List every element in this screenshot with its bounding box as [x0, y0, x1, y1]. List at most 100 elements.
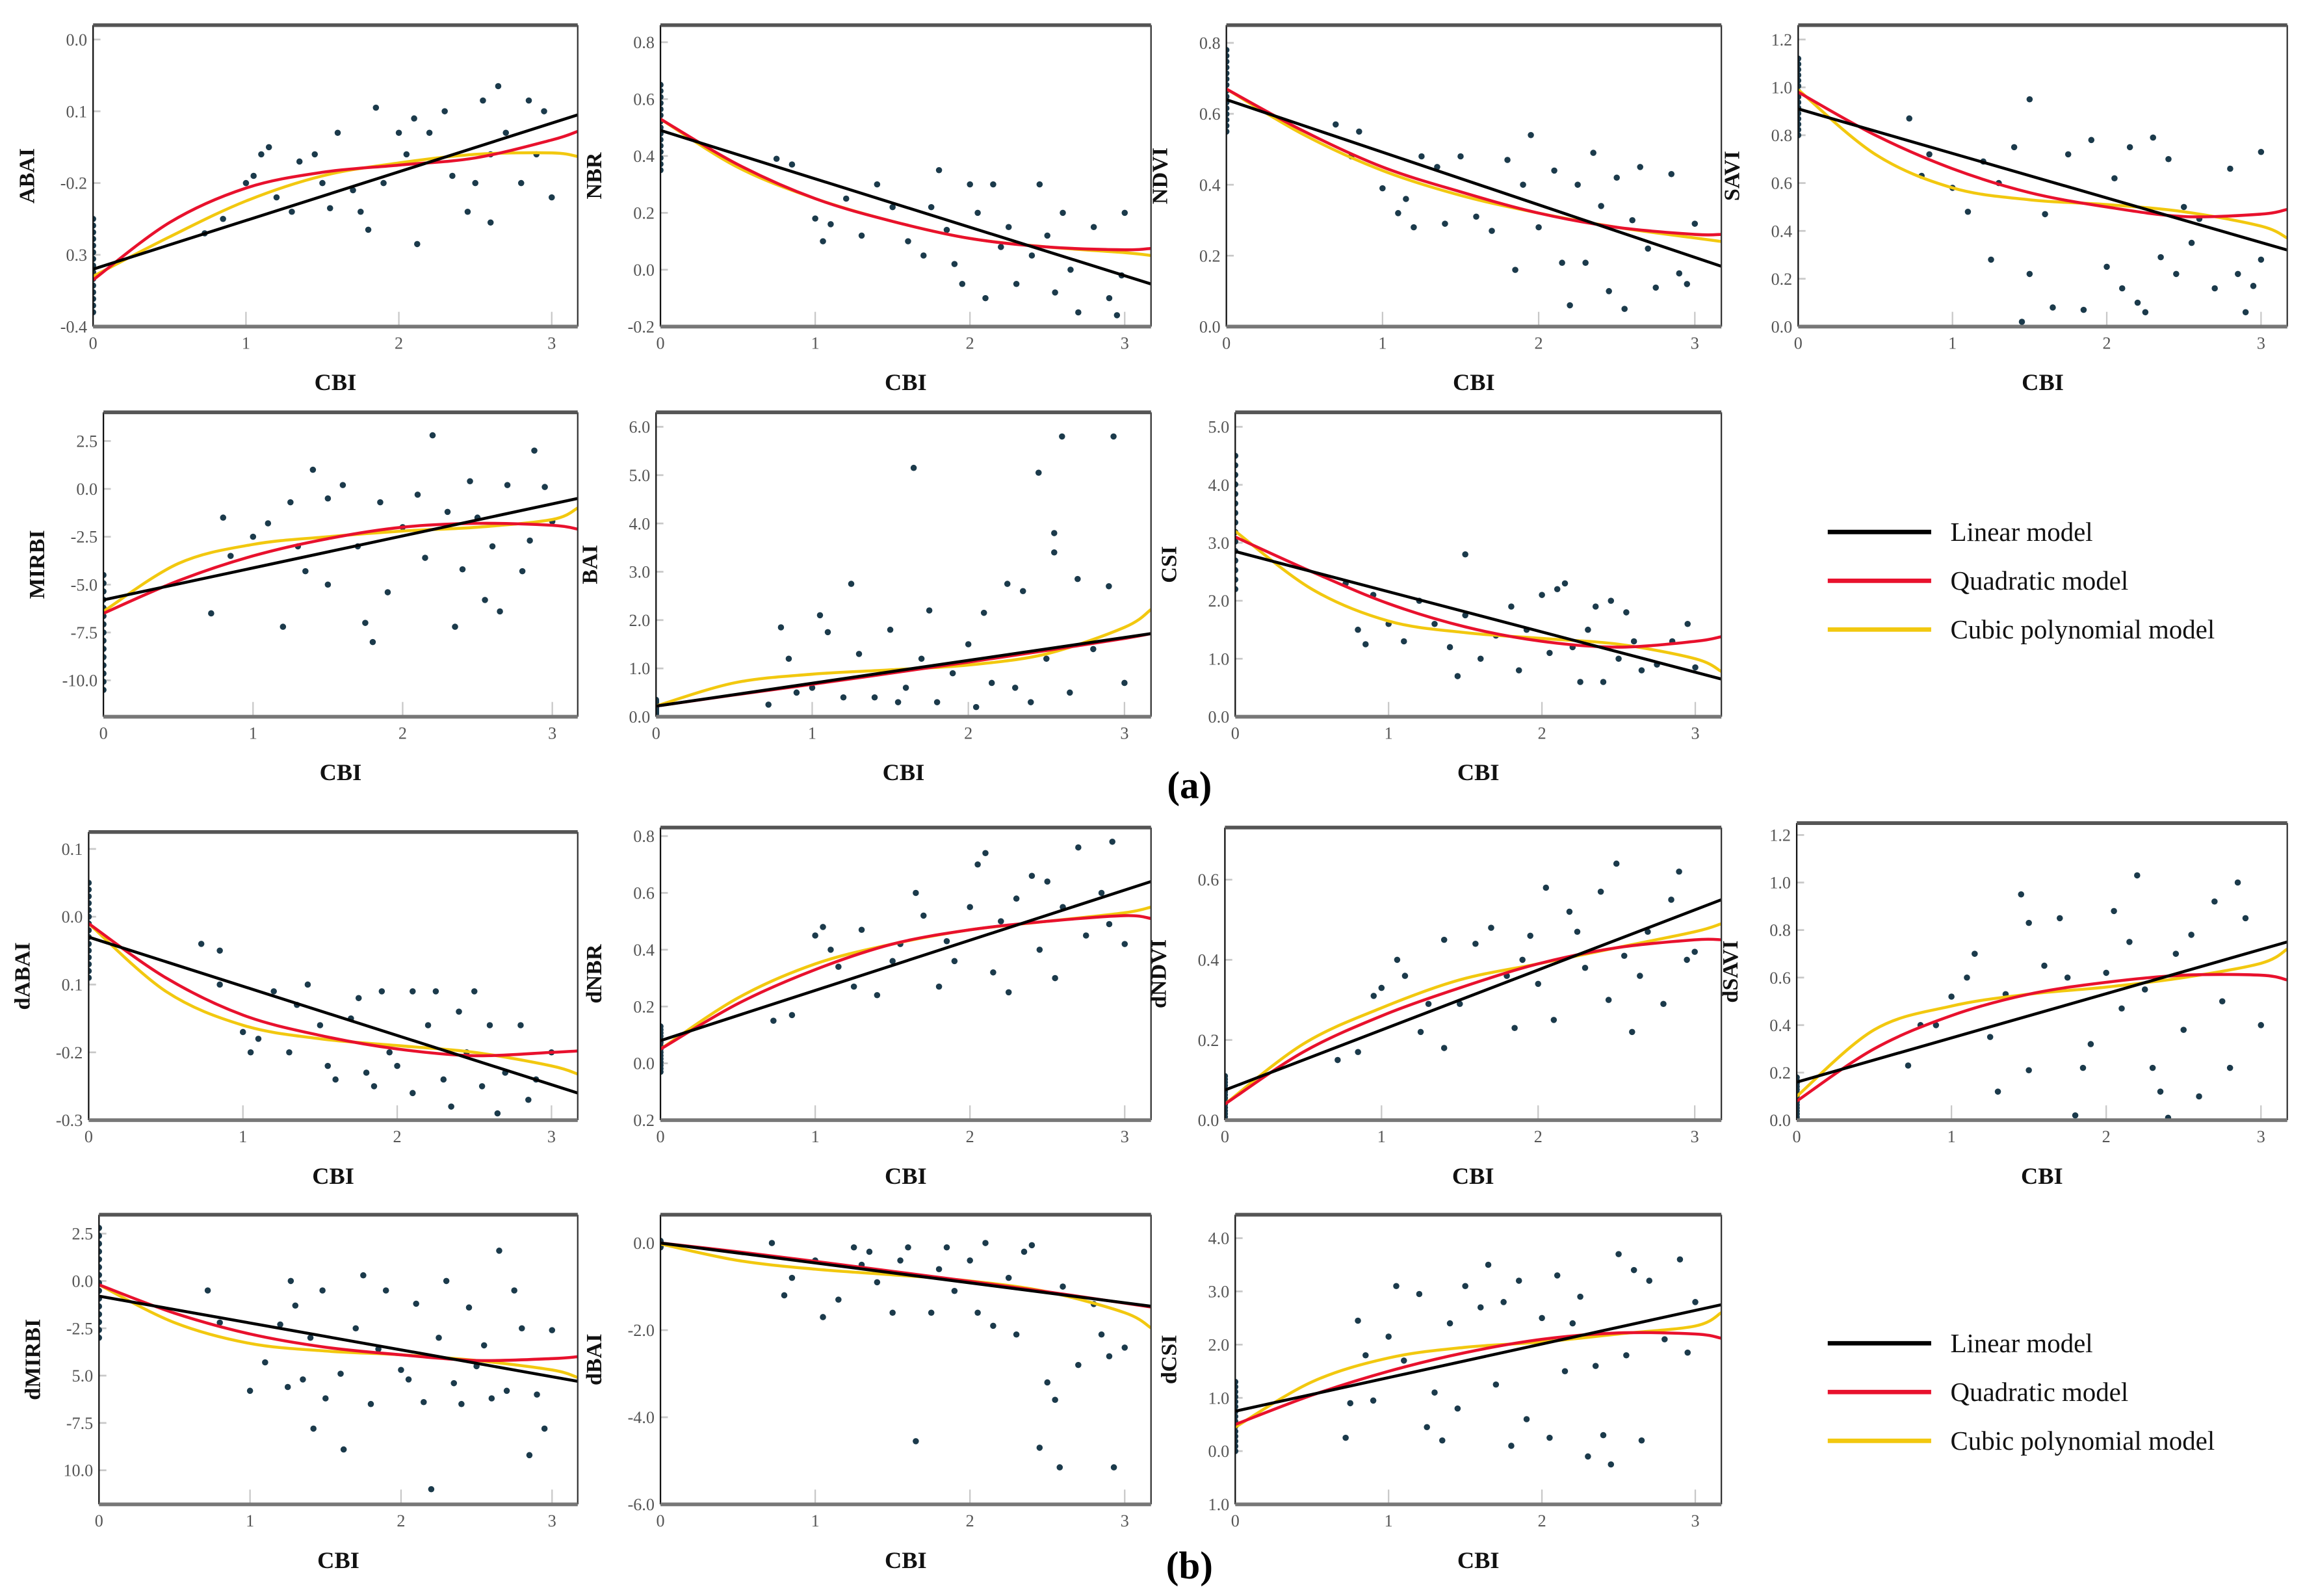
panel-csi: 0 1 2 3 5.0 4.0 3.0 2.0 1.0 0.0 CSI CBI — [1157, 410, 1723, 785]
data-point — [1090, 646, 1097, 653]
data-point — [1416, 1290, 1423, 1298]
data-point — [1425, 1001, 1432, 1008]
data-point — [1418, 153, 1425, 160]
x-axis-label: CBI — [885, 1163, 927, 1189]
data-point — [103, 646, 107, 652]
data-point — [1378, 984, 1385, 991]
data-point — [1519, 956, 1526, 963]
data-point — [2111, 175, 2118, 181]
y-tick-label: 0.2 — [1198, 1031, 1219, 1050]
data-point — [1235, 557, 1239, 564]
data-point — [350, 187, 356, 194]
data-point — [1600, 679, 1607, 685]
data-point — [410, 988, 416, 995]
data-point — [365, 226, 372, 233]
y-axis-label: dMIRBI — [21, 1319, 45, 1400]
y-tick-label: 3.0 — [1208, 1283, 1230, 1302]
y-tick-label: -7.5 — [71, 623, 98, 642]
y-tick-label: 0.6 — [1769, 969, 1791, 988]
data-point — [781, 1292, 788, 1299]
data-point — [286, 1049, 293, 1056]
data-point — [1454, 673, 1461, 679]
data-point — [337, 1370, 344, 1377]
y-tick-label: 2.0 — [1208, 1335, 1230, 1354]
data-point — [1342, 1434, 1349, 1441]
y-tick-label: 0.4 — [1769, 1016, 1791, 1035]
data-point — [1362, 1352, 1369, 1359]
y-tick-label: -2.0 — [628, 1321, 655, 1340]
data-point — [1235, 1383, 1239, 1391]
x-tick-label: 3 — [1121, 1127, 1129, 1146]
data-point — [935, 1266, 943, 1273]
data-point — [480, 97, 486, 104]
panel-dcsi: 0 1 2 3 4.0 3.0 2.0 1.0 0.0 1.0 dCSI CBI — [1157, 1212, 1723, 1573]
data-point — [300, 1376, 306, 1383]
data-point — [103, 571, 107, 579]
data-point — [1661, 1336, 1668, 1342]
legends: Linear model Quadratic model Cubic polynom… — [1827, 517, 2215, 1456]
data-point — [1550, 1017, 1557, 1023]
data-point — [2219, 998, 2226, 1005]
x-tick-label: 2 — [966, 334, 974, 352]
data-point — [93, 249, 96, 255]
data-point — [1401, 973, 1409, 979]
data-point — [1370, 1397, 1377, 1404]
data-point — [848, 581, 855, 587]
quadratic-fit-line — [660, 118, 1151, 252]
data-point — [302, 568, 309, 575]
data-point — [93, 309, 96, 316]
data-point — [990, 969, 996, 976]
x-tick-label: 1 — [811, 1511, 820, 1530]
data-point — [517, 1022, 524, 1028]
data-point — [1431, 621, 1438, 627]
data-point — [660, 1023, 664, 1030]
x-tick-label: 0 — [1221, 1127, 1229, 1146]
y-axis-label: CSI — [1157, 546, 1181, 583]
plot-area — [660, 827, 1151, 1121]
data-point — [421, 1399, 427, 1406]
data-point — [1477, 655, 1484, 662]
data-point — [1535, 980, 1542, 988]
data-point — [1431, 1389, 1438, 1396]
data-point — [1462, 1283, 1468, 1290]
data-point — [363, 1069, 370, 1076]
data-point — [1075, 1361, 1082, 1368]
data-point — [1442, 220, 1448, 227]
data-point — [220, 216, 226, 222]
data-point — [990, 1322, 996, 1329]
y-tick-label: 3.0 — [629, 563, 650, 582]
data-point — [497, 608, 503, 615]
data-point — [1512, 267, 1518, 273]
y-axis-label: dBAI — [582, 1333, 606, 1385]
data-point — [405, 1376, 412, 1383]
data-point — [2026, 270, 2033, 278]
data-point — [1798, 132, 1802, 138]
linear-fit-line — [656, 632, 1151, 708]
x-tick-label: 3 — [1691, 1127, 1699, 1146]
plot-area — [1225, 827, 1722, 1121]
x-tick-label: 3 — [548, 724, 556, 743]
x-tick-label: 1 — [242, 334, 250, 352]
data-point — [902, 685, 909, 691]
x-axis-label: CBI — [1453, 369, 1495, 395]
data-point — [255, 1036, 262, 1042]
data-point — [1235, 1438, 1239, 1445]
data-point — [1439, 1437, 1446, 1444]
data-point — [660, 137, 664, 143]
data-point — [1355, 1049, 1361, 1055]
data-point — [1676, 869, 1682, 875]
data-point — [1110, 1464, 1117, 1471]
fit-curves — [1797, 940, 2287, 1103]
data-point — [1615, 655, 1622, 662]
data-point — [809, 685, 816, 691]
data-point — [1235, 1378, 1239, 1385]
data-point — [99, 1287, 103, 1294]
data-point — [1226, 105, 1230, 112]
data-point — [840, 694, 847, 701]
data-point — [1508, 603, 1515, 610]
y-tick-label: 0.0 — [1198, 1111, 1219, 1130]
data-point — [464, 208, 471, 215]
data-point — [465, 1304, 473, 1311]
data-point — [525, 1096, 532, 1103]
y-tick-label: 0.8 — [633, 827, 655, 846]
